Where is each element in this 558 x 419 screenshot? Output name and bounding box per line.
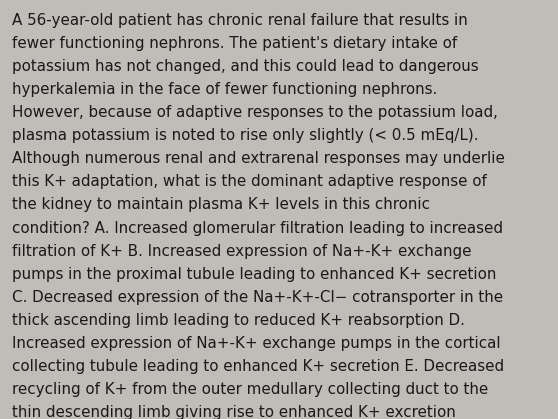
Text: condition? A. Increased glomerular filtration leading to increased: condition? A. Increased glomerular filtr… <box>12 220 503 235</box>
Text: thick ascending limb leading to reduced K+ reabsorption D.: thick ascending limb leading to reduced … <box>12 313 465 328</box>
Text: C. Decreased expression of the Na+-K+-Cl− cotransporter in the: C. Decreased expression of the Na+-K+-Cl… <box>12 290 503 305</box>
Text: collecting tubule leading to enhanced K+ secretion E. Decreased: collecting tubule leading to enhanced K+… <box>12 359 504 374</box>
Text: this K+ adaptation, what is the dominant adaptive response of: this K+ adaptation, what is the dominant… <box>12 174 487 189</box>
Text: the kidney to maintain plasma K+ levels in this chronic: the kidney to maintain plasma K+ levels … <box>12 197 430 212</box>
Text: plasma potassium is noted to rise only slightly (< 0.5 mEq/L).: plasma potassium is noted to rise only s… <box>12 129 479 143</box>
Text: fewer functioning nephrons. The patient's dietary intake of: fewer functioning nephrons. The patient'… <box>12 36 458 52</box>
Text: recycling of K+ from the outer medullary collecting duct to the: recycling of K+ from the outer medullary… <box>12 382 488 397</box>
Text: potassium has not changed, and this could lead to dangerous: potassium has not changed, and this coul… <box>12 59 479 75</box>
Text: Increased expression of Na+-K+ exchange pumps in the cortical: Increased expression of Na+-K+ exchange … <box>12 336 501 351</box>
Text: However, because of adaptive responses to the potassium load,: However, because of adaptive responses t… <box>12 106 498 120</box>
Text: pumps in the proximal tubule leading to enhanced K+ secretion: pumps in the proximal tubule leading to … <box>12 266 497 282</box>
Text: Although numerous renal and extrarenal responses may underlie: Although numerous renal and extrarenal r… <box>12 152 505 166</box>
Text: A 56-year-old patient has chronic renal failure that results in: A 56-year-old patient has chronic renal … <box>12 13 468 28</box>
Text: thin descending limb giving rise to enhanced K+ excretion: thin descending limb giving rise to enha… <box>12 405 456 419</box>
Text: filtration of K+ B. Increased expression of Na+-K+ exchange: filtration of K+ B. Increased expression… <box>12 243 472 259</box>
Text: hyperkalemia in the face of fewer functioning nephrons.: hyperkalemia in the face of fewer functi… <box>12 83 437 98</box>
